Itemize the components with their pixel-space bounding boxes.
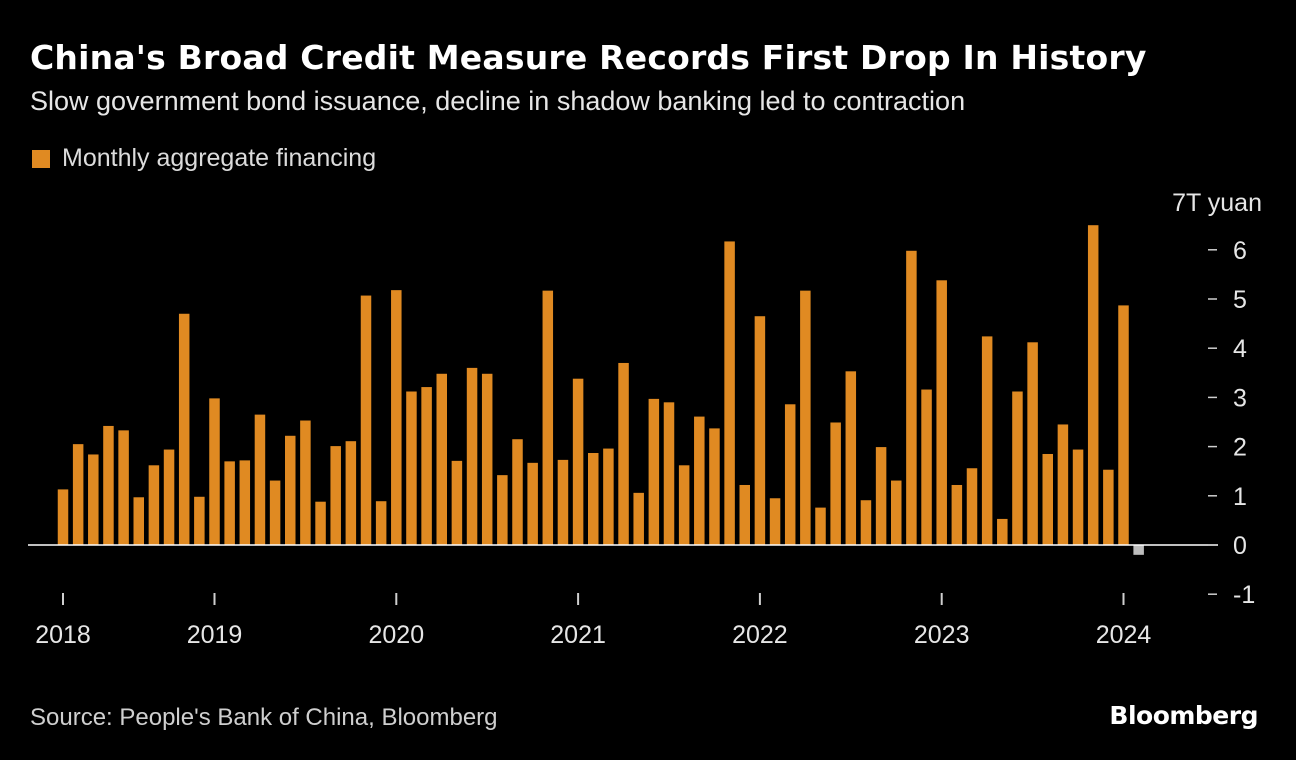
bar xyxy=(936,280,947,545)
chart-subtitle: Slow government bond issuance, decline i… xyxy=(30,86,966,116)
bar xyxy=(194,496,205,545)
bar xyxy=(845,371,857,545)
bar xyxy=(254,414,266,545)
y-tick-label: 0 xyxy=(1233,532,1247,560)
bar xyxy=(603,448,614,545)
x-axis: 2018 2019 2020 2021 2022 2023 2024 xyxy=(35,593,1151,649)
bar xyxy=(360,295,372,545)
bar xyxy=(724,241,735,545)
bar xyxy=(769,498,781,545)
bar xyxy=(709,428,720,545)
bar xyxy=(133,497,144,545)
x-tick-label: 2021 xyxy=(550,621,606,649)
legend-label: Monthly aggregate financing xyxy=(62,144,377,172)
bar xyxy=(285,435,296,545)
bar xyxy=(663,402,675,545)
x-tick-label: 2024 xyxy=(1096,621,1152,649)
bar xyxy=(588,453,599,545)
chart-title: China's Broad Credit Measure Records Fir… xyxy=(30,38,1147,77)
y-tick-label: 6 xyxy=(1233,237,1247,265)
bar xyxy=(103,425,114,545)
bar xyxy=(633,492,644,545)
bar xyxy=(497,475,508,545)
bar xyxy=(875,447,887,545)
bar xyxy=(481,373,493,545)
bar xyxy=(451,460,463,545)
y-tick-label: 2 xyxy=(1233,434,1247,462)
bar xyxy=(784,404,796,545)
bar xyxy=(572,378,584,545)
bar xyxy=(163,449,175,545)
x-tick-label: 2023 xyxy=(914,621,970,649)
bar xyxy=(224,461,235,545)
x-tick-label: 2022 xyxy=(732,621,788,649)
x-tick-label: 2018 xyxy=(35,621,91,649)
bar xyxy=(739,484,750,545)
bar xyxy=(678,465,690,545)
bar xyxy=(1072,449,1084,545)
bar xyxy=(1087,225,1099,545)
bar xyxy=(72,444,84,545)
bar xyxy=(315,501,326,545)
y-tick-label: -1 xyxy=(1233,581,1255,609)
bar xyxy=(391,290,402,545)
bar xyxy=(406,391,417,545)
source-note: Source: People's Bank of China, Bloomber… xyxy=(30,704,498,731)
bar xyxy=(1057,424,1069,545)
bar xyxy=(618,362,629,545)
y-axis: -1 0 1 2 3 4 5 6 7T yuan xyxy=(28,189,1262,609)
bar xyxy=(118,430,129,545)
bar xyxy=(951,484,963,545)
bar xyxy=(1042,453,1053,545)
bar xyxy=(921,389,932,545)
x-tick-label: 2020 xyxy=(368,621,424,649)
bar xyxy=(648,398,660,545)
bar xyxy=(209,398,220,545)
y-tick-label: 1 xyxy=(1233,483,1247,511)
bar xyxy=(830,422,841,545)
bar xyxy=(466,367,478,545)
bar xyxy=(1103,469,1114,545)
bar xyxy=(557,459,569,545)
bar xyxy=(1118,305,1129,545)
bar xyxy=(375,501,387,545)
bar xyxy=(1027,342,1038,545)
bar xyxy=(436,373,447,545)
bar xyxy=(860,500,872,545)
bar xyxy=(800,290,811,545)
legend-swatch xyxy=(32,149,50,168)
bloomberg-logo: Bloomberg xyxy=(1109,701,1258,730)
bar xyxy=(891,480,902,545)
bar xyxy=(694,416,705,545)
bar xyxy=(1133,545,1144,555)
legend: Monthly aggregate financing xyxy=(32,144,376,173)
x-tick-label: 2019 xyxy=(187,621,243,649)
bar xyxy=(330,446,341,545)
y-axis-label: 7T yuan xyxy=(1172,189,1262,217)
bar xyxy=(239,460,251,545)
y-tick-label: 5 xyxy=(1233,286,1247,314)
bar xyxy=(269,480,281,545)
bar xyxy=(57,489,69,545)
bar xyxy=(542,290,554,545)
bar xyxy=(300,420,311,545)
bar xyxy=(1012,391,1023,545)
bar xyxy=(527,462,538,545)
y-tick-label: 4 xyxy=(1233,335,1247,363)
bars-group xyxy=(57,225,1144,555)
bar xyxy=(148,465,160,545)
bar xyxy=(997,518,1008,545)
bar xyxy=(815,507,826,545)
bar xyxy=(906,250,917,545)
bar xyxy=(754,316,766,545)
bar xyxy=(178,313,190,545)
bar xyxy=(966,468,978,545)
y-tick-label: 3 xyxy=(1233,384,1247,412)
bar xyxy=(981,336,993,545)
bar xyxy=(88,454,99,545)
bar xyxy=(421,387,432,545)
bar xyxy=(345,441,357,545)
bar xyxy=(512,439,523,545)
